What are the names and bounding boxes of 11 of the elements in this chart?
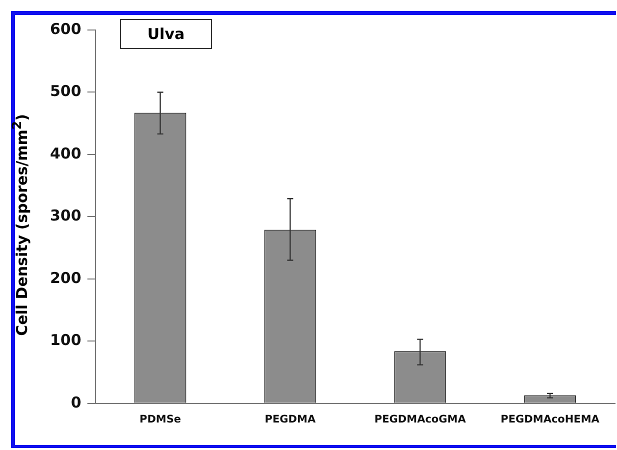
x-tick-label: PDMSe	[140, 413, 182, 426]
x-tick-label: PEGDMA	[264, 413, 316, 426]
y-tick-label: 500	[50, 82, 82, 100]
y-tick-label: 100	[50, 331, 82, 350]
x-tick-label: PEGDMAcoGMA	[374, 413, 467, 426]
y-tick-label: 400	[50, 144, 82, 162]
y-tick-label: 300	[50, 206, 82, 225]
y-tick-label: 600	[50, 20, 82, 38]
x-tick-label: PEGDMAcoHEMA	[500, 413, 600, 426]
y-tick-label: 200	[50, 268, 82, 287]
y-tick-label: 0	[70, 393, 82, 412]
